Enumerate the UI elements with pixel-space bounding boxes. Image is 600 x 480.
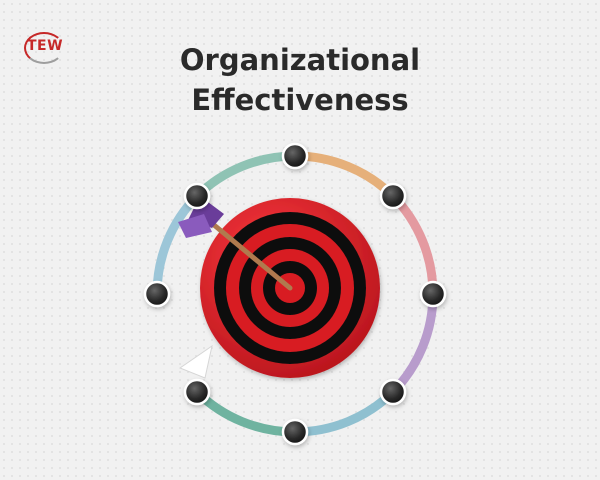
ring-segment-top-right	[290, 151, 398, 201]
tew-logo[interactable]: TEW	[22, 28, 68, 68]
logo-ring	[24, 32, 64, 64]
node-bottom-right	[379, 378, 407, 406]
node-top-right	[379, 182, 407, 210]
title-line-1: Organizational	[179, 43, 421, 77]
node-top-left	[183, 182, 211, 210]
node-top	[281, 142, 309, 170]
ring-segment-left	[152, 191, 202, 299]
ring-segment-top	[192, 151, 300, 201]
pointer-arrow-hint	[178, 344, 213, 379]
logo-text: TEW	[26, 38, 64, 54]
node-right	[419, 280, 447, 308]
ring-segment-right-upper	[388, 191, 438, 299]
node-bottom-left	[183, 378, 211, 406]
ring-segment-bottom-right	[290, 387, 398, 437]
page-title: Organizational Effectiveness	[0, 40, 600, 120]
ring-segment-bottom-left	[192, 387, 300, 437]
ring-segment-right-lower	[388, 289, 438, 397]
node-left	[143, 280, 171, 308]
title-line-2: Effectiveness	[191, 83, 409, 117]
node-bottom	[281, 418, 309, 446]
